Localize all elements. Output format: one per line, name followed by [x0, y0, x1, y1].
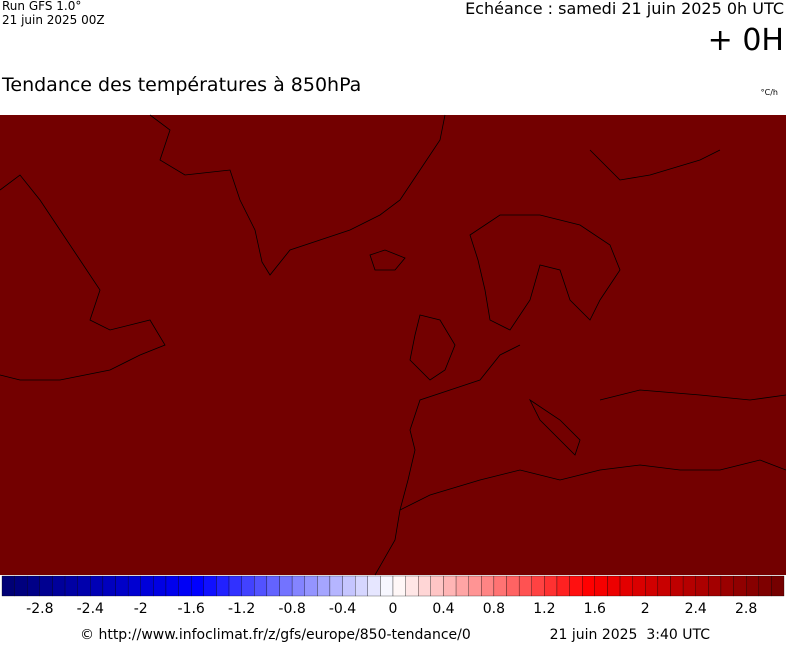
colorbar-cell: [127, 575, 141, 597]
colorbar-cell: [27, 575, 40, 597]
colorbar-cell: [392, 575, 406, 597]
colorbar-tick-label: 2.8: [735, 601, 757, 617]
run-label: Run GFS 1.0°: [2, 0, 81, 13]
colorbar-tick-label: -2.8: [26, 601, 53, 617]
colorbar-cell: [355, 575, 368, 597]
colorbar: -2.8 -2.4 -2 -1.6 -1.2 -0.8 -0.4 0 0.4 0.8 1.2 1.6 2…: [1, 575, 785, 617]
colorbar-tick-label: -2: [134, 601, 148, 617]
colorbar-cell: [418, 575, 431, 597]
colorbar-cell: [455, 575, 469, 597]
colorbar-cell: [556, 575, 570, 597]
colorbar-cell: [733, 575, 747, 597]
colorbar-cell: [266, 575, 280, 597]
map-title: Tendance des températures à 850hPa: [1, 74, 361, 96]
coastlines: [0, 114, 786, 576]
colorbar-cell: [607, 575, 621, 597]
colorbar-cell: [304, 575, 318, 597]
offset: + 0H: [708, 23, 784, 58]
colorbar-cell: [115, 575, 129, 597]
colorbar-cell: [39, 575, 53, 597]
colorbar-cell: [380, 575, 394, 597]
colorbar-cell: [90, 575, 104, 597]
colorbar-cell: [569, 575, 583, 597]
colorbar-tick-label: 1.2: [533, 601, 555, 617]
colorbar-tick-label: 2.4: [685, 601, 707, 617]
colorbar-cell: [102, 575, 116, 597]
colorbar-tick-label: 0: [389, 601, 398, 617]
colorbar-cell: [619, 575, 633, 597]
colorbar-tick-label: 0.4: [432, 601, 454, 617]
colorbar-cell: [632, 575, 646, 597]
colorbar-cell: [64, 575, 78, 597]
echeance: Echéance : samedi 21 juin 2025 0h UTC: [465, 0, 784, 18]
colorbar-cell: [140, 575, 154, 597]
colorbar-tick-label: 2: [641, 601, 650, 617]
colorbar-cell: [758, 575, 772, 597]
colorbar-cell: [367, 575, 381, 597]
footer-url: © http://www.infoclimat.fr/z/gfs/europe/…: [80, 627, 471, 643]
colorbar-cell: [405, 575, 419, 597]
colorbar-tick-label: 1.6: [584, 601, 606, 617]
colorbar-cell: [228, 575, 242, 597]
colorbar-cell: [77, 575, 91, 597]
colorbar-cell: [518, 575, 532, 597]
colorbar-cell: [746, 575, 759, 597]
colorbar-cell: [52, 575, 66, 597]
colorbar-cell: [178, 575, 192, 597]
colorbar-tick-label: -2.4: [77, 601, 104, 617]
colorbar-tick-label: -1.2: [228, 601, 255, 617]
colorbar-cell: [708, 575, 722, 597]
colorbar-cell: [191, 575, 204, 597]
run-date: 21 juin 2025 00Z: [2, 13, 105, 27]
footer-time: 21 juin 2025 3:40 UTC: [550, 627, 711, 643]
colorbar-cell: [493, 575, 507, 597]
colorbar-cell: [317, 575, 331, 597]
colorbar-cell: [682, 575, 696, 597]
colorbar-cell: [544, 575, 558, 597]
colorbar-cell: [582, 575, 595, 597]
colorbar-cell: [203, 575, 217, 597]
colorbar-cell: [291, 575, 305, 597]
colorbar-cell: [720, 575, 734, 597]
colorbar-cell: [254, 575, 268, 597]
colorbar-tick-label: -1.6: [178, 601, 205, 617]
colorbar-cell: [14, 575, 28, 597]
colorbar-cell: [216, 575, 230, 597]
colorbar-cell: [695, 575, 709, 597]
colorbar-cell: [1, 575, 15, 597]
colorbar-cell: [531, 575, 545, 597]
colorbar-cell: [241, 575, 255, 597]
colorbar-cell: [468, 575, 482, 597]
colorbar-cell: [153, 575, 167, 597]
colorbar-cell: [342, 575, 356, 597]
colorbar-cell: [481, 575, 495, 597]
map-area: [0, 115, 786, 575]
colorbar-tick-label: -0.8: [278, 601, 305, 617]
colorbar-tick-label: -0.4: [329, 601, 356, 617]
colorbar-cell: [657, 575, 671, 597]
colorbar-cell: [594, 575, 608, 597]
colorbar-tick-label: 0.8: [483, 601, 505, 617]
colorbar-cell: [645, 575, 659, 597]
colorbar-cell: [443, 575, 457, 597]
colorbar-cell: [430, 575, 444, 597]
colorbar-cell: [771, 575, 785, 597]
colorbar-cell: [670, 575, 684, 597]
colorbar-cell: [279, 575, 293, 597]
colorbar-cell: [165, 575, 179, 597]
unit: °C/h: [761, 88, 778, 97]
colorbar-cell: [329, 575, 343, 597]
colorbar-cell: [506, 575, 520, 597]
